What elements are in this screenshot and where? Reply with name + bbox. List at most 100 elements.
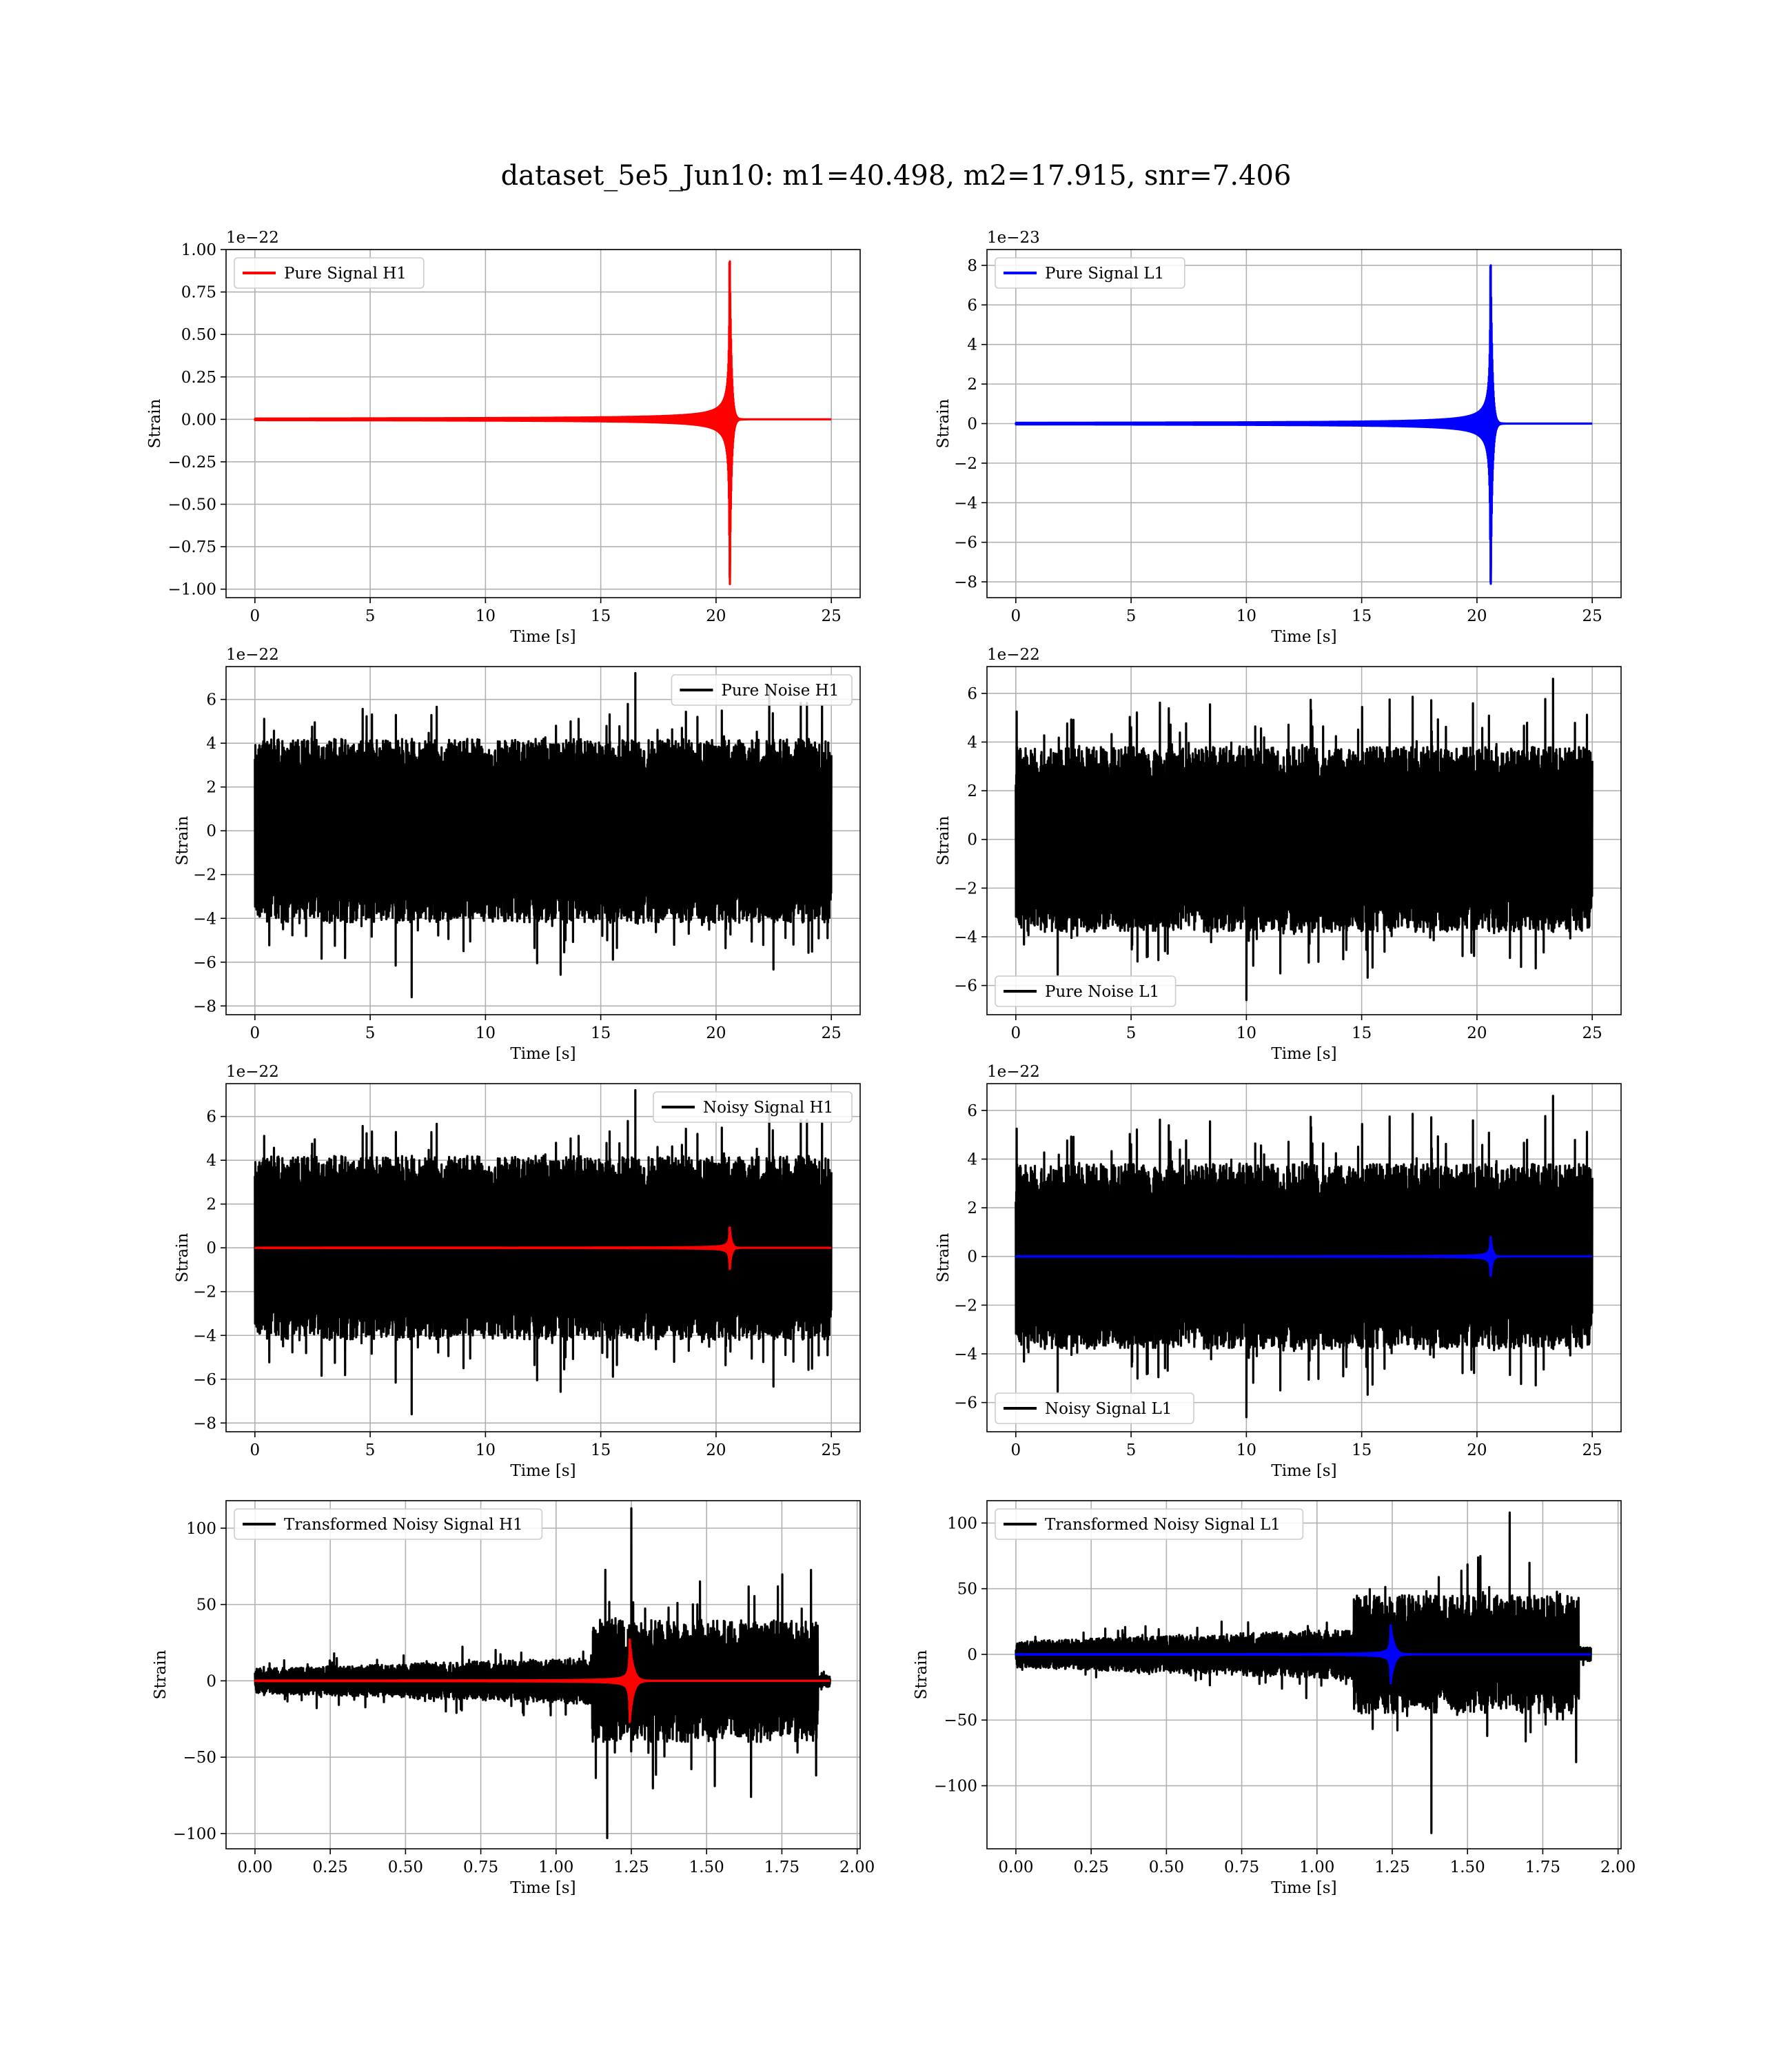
y-tick-label: 6: [967, 296, 977, 314]
axis-offset-text: 1e−22: [987, 646, 1040, 664]
plot-area: [254, 671, 833, 999]
x-axis-label: Time [s]: [1271, 1462, 1336, 1480]
x-tick-label: 0.50: [1149, 1858, 1184, 1876]
legend-box: [234, 257, 425, 289]
x-tick-label: 1.00: [538, 1858, 573, 1876]
y-tick-label: 0.00: [181, 411, 216, 429]
legend-box: [995, 975, 1177, 1007]
axes-frame: [225, 249, 861, 598]
y-tick-label: 0: [206, 822, 216, 840]
x-tick-label: 15: [591, 1024, 611, 1042]
y-tick-label: −4: [954, 1346, 977, 1364]
y-tick-label: 4: [206, 1152, 216, 1170]
y-tick-label: −6: [954, 1395, 977, 1412]
y-tick-label: −4: [954, 494, 977, 512]
y-tick-label: −4: [193, 1327, 216, 1345]
plot-area: [254, 1507, 831, 1840]
y-tick-label: 4: [967, 336, 977, 354]
y-tick-label: 6: [206, 1108, 216, 1126]
axes-frame: [986, 666, 1622, 1015]
x-tick-label: 20: [1467, 1441, 1487, 1459]
transformed-noisy-signal-h1-panel: 0.00 0.25 0.50 0.75 1.00 1.25 1.50 1.75 2.00 100 5…: [152, 1500, 875, 1897]
x-tick-label: 1.00: [1299, 1858, 1334, 1876]
legend: Transformed Noisy Signal L1: [995, 1508, 1304, 1540]
axis-offset-text: 1e−22: [987, 1063, 1040, 1081]
y-tick-label: −2: [193, 866, 216, 884]
y-tick-label: 50: [957, 1581, 977, 1599]
x-tick-label: 10: [476, 607, 496, 625]
y-tick-label: −0.25: [168, 454, 216, 472]
x-axis-label: Time [s]: [1271, 1045, 1336, 1063]
y-axis-label: Strain: [935, 815, 953, 865]
x-tick-label: 0: [1010, 1441, 1021, 1459]
series-line: [254, 1088, 833, 1416]
y-tick-label: 0.50: [181, 326, 216, 344]
y-tick-label: 4: [206, 735, 216, 753]
x-tick-label: 0: [1010, 1024, 1021, 1042]
x-tick-label: 5: [1126, 1441, 1137, 1459]
legend-box: [995, 1508, 1304, 1540]
series-line: [1015, 678, 1594, 1002]
plot-area: [1015, 264, 1594, 585]
y-tick-label: 6: [967, 685, 977, 703]
x-tick-label: 10: [476, 1441, 496, 1459]
legend: Transformed Noisy Signal H1: [234, 1508, 543, 1540]
legend: Pure Noise H1: [671, 674, 853, 706]
x-tick-label: 2.00: [1600, 1858, 1636, 1876]
y-tick-label: −2: [954, 1297, 977, 1315]
plot-area: [254, 260, 833, 585]
x-tick-label: 20: [1467, 607, 1487, 625]
series-line: [1015, 1235, 1594, 1277]
x-tick-label: 15: [1352, 1024, 1372, 1042]
x-tick-label: 0.75: [1224, 1858, 1259, 1876]
legend-box: [234, 1508, 543, 1540]
series-line: [254, 1226, 833, 1270]
y-axis-label: Strain: [174, 1233, 192, 1282]
subplot-grid: 0 5 10 15 20 251.000.750.500.250.00−0.25−0.50…: [146, 229, 1636, 1897]
axis-offset-text: 1e−22: [226, 229, 279, 247]
y-tick-label: 0.75: [181, 284, 216, 302]
transformed-noisy-signal-l1-panel: 0.00 0.25 0.50 0.75 1.00 1.25 1.50 1.75 2.00 100 5…: [913, 1500, 1636, 1897]
x-tick-label: 0.75: [463, 1858, 498, 1876]
x-tick-label: 25: [822, 1441, 842, 1459]
x-tick-label: 5: [1126, 607, 1137, 625]
x-tick-label: 1.75: [1525, 1858, 1560, 1876]
y-tick-label: −50: [944, 1712, 977, 1730]
y-tick-label: −100: [934, 1778, 977, 1796]
x-tick-label: 15: [591, 607, 611, 625]
y-tick-label: 100: [947, 1514, 977, 1532]
axes-frame: [225, 1083, 861, 1432]
x-tick-label: 5: [1126, 1024, 1137, 1042]
axis-offset-text: 1e−22: [226, 646, 279, 664]
y-tick-label: 8: [967, 257, 977, 275]
legend-box: [671, 674, 853, 706]
y-axis-label: Strain: [913, 1650, 930, 1699]
y-tick-label: 4: [967, 733, 977, 751]
y-axis-label: Strain: [935, 398, 953, 448]
x-axis-label: Time [s]: [510, 1462, 576, 1480]
legend: Noisy Signal H1: [653, 1091, 853, 1123]
y-tick-label: −0.50: [168, 496, 216, 514]
x-tick-label: 1.75: [764, 1858, 800, 1876]
x-tick-label: 0: [1010, 607, 1021, 625]
y-tick-label: 2: [967, 376, 977, 394]
legend-label: Transformed Noisy Signal L1: [1045, 1516, 1281, 1534]
y-axis-label: Strain: [152, 1650, 170, 1699]
legend-label: Noisy Signal H1: [703, 1099, 833, 1117]
y-tick-label: 0: [206, 1239, 216, 1257]
y-tick-label: 0: [967, 1248, 977, 1266]
x-tick-label: 20: [706, 1441, 726, 1459]
x-tick-label: 15: [1352, 1441, 1372, 1459]
y-tick-label: 2: [967, 782, 977, 800]
series-line: [254, 1507, 831, 1840]
axes-frame: [986, 1500, 1622, 1849]
x-tick-label: 5: [365, 1441, 376, 1459]
series-line: [254, 260, 833, 585]
axes-frame: [986, 249, 1622, 598]
legend: Noisy Signal L1: [995, 1392, 1194, 1424]
x-axis-label: Time [s]: [1271, 1879, 1336, 1897]
